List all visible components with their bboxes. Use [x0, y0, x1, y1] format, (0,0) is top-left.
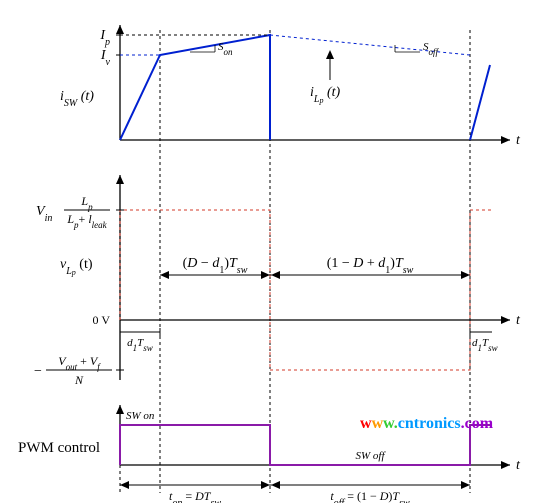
diagram-element: d1Tsw [472, 337, 498, 353]
diagram-element [501, 316, 510, 324]
diagram-element: Lp+ lleak [66, 212, 107, 230]
interval-off-label: (1 − D + d1)Tsw [327, 256, 414, 276]
diagram-element: Iv [100, 48, 111, 68]
diagram-element: Vout + Vf [58, 354, 101, 372]
diagram-element [461, 271, 470, 279]
diagram-element: N [74, 373, 84, 387]
sw-off-label: SW off [355, 450, 386, 462]
diagram-element [271, 481, 280, 489]
diagram-element [470, 65, 490, 140]
vlp-label: vLp (t) [60, 257, 93, 277]
diagram-element: Ip [99, 28, 110, 48]
diagram-element [116, 175, 124, 184]
diagram-element [326, 50, 334, 59]
diagram-element: Soff [423, 41, 440, 57]
diagram-element [501, 136, 510, 144]
ton-label: ton = DTsw [169, 489, 221, 503]
diagram-element [261, 271, 270, 279]
sw-on-label: SW on [126, 410, 155, 422]
diagram-element [116, 25, 124, 34]
isw-waveform [120, 35, 270, 140]
diagram-element [261, 481, 270, 489]
isw-label: iSW (t) [60, 89, 94, 109]
interval-on-label: (D − d1)Tsw [183, 256, 248, 276]
diagram-element: t [516, 313, 521, 328]
watermark: www.cntronics.com [360, 415, 494, 432]
diagram-element: − [34, 364, 42, 379]
diagram-element: Lp [80, 194, 93, 212]
diagram-element [120, 481, 129, 489]
diagram-element: iLp (t) [310, 85, 341, 105]
vlp-waveform [120, 210, 492, 370]
diagram-element: Vin [36, 204, 52, 224]
t-axis-label: t [516, 133, 521, 148]
diagram-element [501, 461, 510, 469]
diagram-element [461, 481, 470, 489]
ilp-decay [270, 35, 470, 55]
diagram-element: t [516, 458, 521, 473]
toff-label: toff = (1 − D)Tsw [330, 489, 410, 503]
diagram-element [271, 271, 280, 279]
zero-v-label: 0 V [93, 313, 111, 327]
diagram-element [116, 405, 124, 414]
pwm-control-label: PWM control [18, 440, 100, 456]
diagram-element: d1Tsw [127, 337, 153, 353]
diagram-element [160, 271, 169, 279]
